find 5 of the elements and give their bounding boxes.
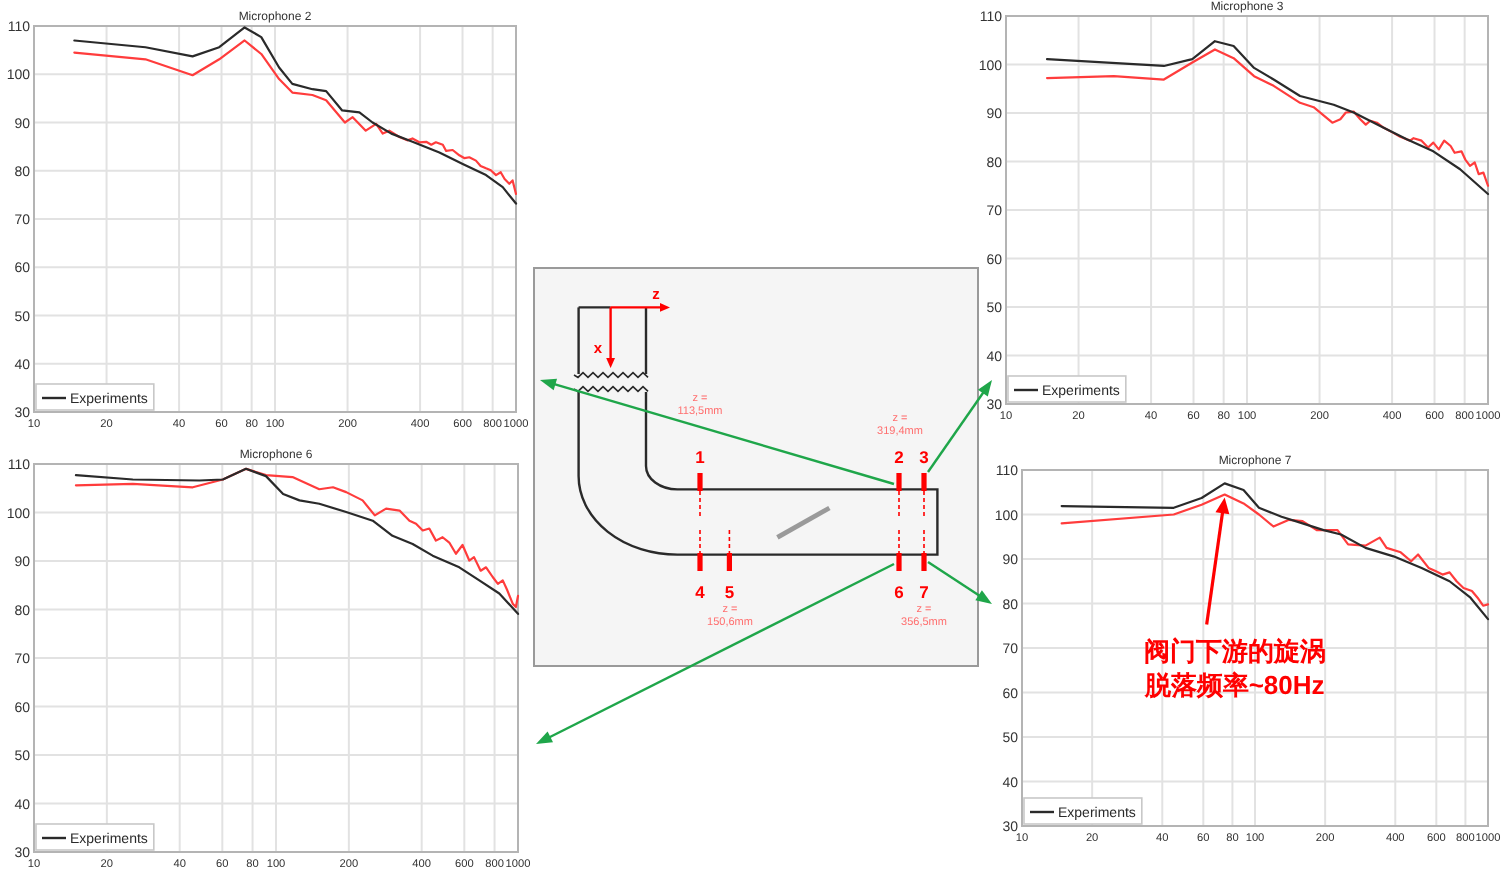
text: 7 <box>919 582 930 602</box>
text: 5 <box>724 582 735 602</box>
text: 4 <box>695 582 706 602</box>
text: 6 <box>894 582 905 602</box>
annotation: 阀门下游的旋涡脱落频率~80Hz <box>1142 636 1326 701</box>
